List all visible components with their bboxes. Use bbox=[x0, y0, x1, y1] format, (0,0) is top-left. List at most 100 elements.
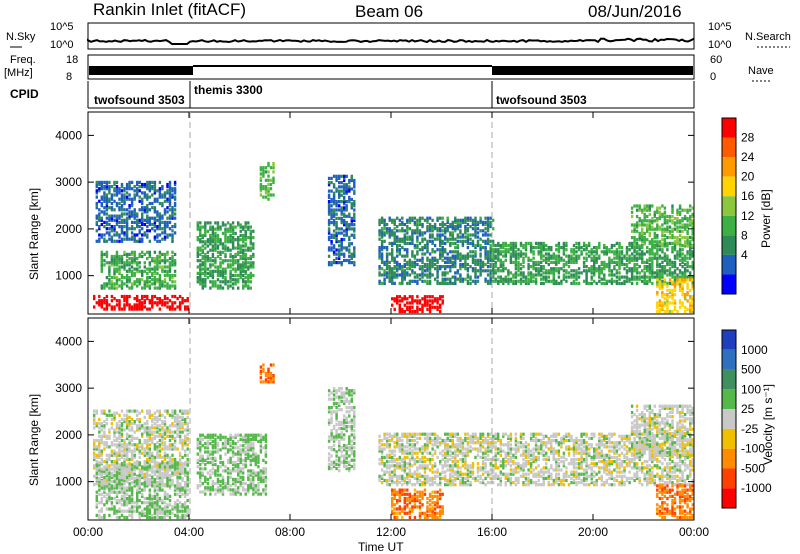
heatmap-cell bbox=[171, 422, 174, 426]
heatmap-cell bbox=[136, 461, 139, 465]
heatmap-cell bbox=[98, 468, 101, 472]
heatmap-cell bbox=[136, 222, 139, 227]
heatmap-cell bbox=[656, 278, 659, 282]
cpid-segment-3: twofsound 3503 bbox=[496, 93, 587, 107]
heatmap-cell bbox=[557, 258, 561, 262]
heatmap-cell bbox=[118, 220, 121, 224]
heatmap-cell bbox=[330, 197, 333, 202]
heatmap-cell bbox=[540, 250, 543, 254]
heatmap-cell bbox=[537, 269, 540, 273]
heatmap-cell bbox=[653, 240, 656, 244]
heatmap-cell bbox=[249, 240, 252, 244]
heatmap-cell bbox=[555, 258, 558, 262]
heatmap-cell bbox=[249, 280, 252, 284]
heatmap-cell bbox=[658, 248, 662, 252]
heatmap-cell bbox=[130, 282, 134, 286]
heatmap-cell bbox=[226, 227, 230, 231]
heatmap-cell bbox=[130, 257, 134, 261]
heatmap-cell bbox=[216, 233, 220, 238]
heatmap-cell bbox=[133, 267, 136, 271]
heatmap-cell bbox=[466, 267, 470, 271]
heatmap-cell bbox=[552, 260, 555, 264]
heatmap-cell bbox=[449, 250, 452, 254]
heatmap-cell bbox=[527, 277, 530, 281]
heatmap-cell bbox=[476, 222, 480, 227]
heatmap-cell bbox=[108, 471, 111, 475]
heatmap-cell bbox=[138, 445, 141, 449]
heatmap-cell bbox=[504, 254, 507, 258]
heatmap-cell bbox=[158, 201, 162, 206]
heatmap-cell bbox=[158, 299, 162, 303]
heatmap-cell bbox=[181, 430, 184, 434]
heatmap-cell bbox=[133, 501, 136, 505]
heatmap-cell bbox=[439, 297, 442, 301]
heatmap-cell bbox=[115, 480, 119, 484]
heatmap-cell bbox=[653, 246, 656, 250]
heatmap-cell bbox=[431, 229, 434, 233]
heatmap-cell bbox=[196, 259, 199, 263]
heatmap-cell bbox=[252, 229, 255, 233]
heatmap-cell bbox=[128, 227, 131, 231]
heatmap-cell bbox=[464, 267, 467, 271]
heatmap-cell bbox=[643, 236, 646, 240]
heatmap-cell bbox=[100, 269, 103, 273]
heatmap-cell bbox=[133, 214, 136, 218]
heatmap-cell bbox=[204, 265, 207, 269]
heatmap-cell bbox=[537, 246, 540, 250]
heatmap-cell bbox=[156, 280, 159, 284]
heatmap-cell bbox=[138, 411, 141, 415]
heatmap-cell bbox=[555, 248, 558, 252]
heatmap-cell bbox=[196, 248, 199, 252]
heatmap-cell bbox=[98, 501, 101, 505]
heatmap-cell bbox=[673, 223, 677, 227]
heatmap-cell bbox=[512, 273, 515, 277]
heatmap-cell bbox=[335, 176, 338, 180]
heatmap-cell bbox=[130, 513, 134, 517]
heatmap-cell bbox=[113, 199, 116, 203]
heatmap-cell bbox=[547, 254, 550, 258]
heatmap-cell bbox=[173, 197, 177, 201]
heatmap-cell bbox=[128, 276, 131, 280]
heatmap-cell bbox=[151, 305, 154, 309]
heatmap-cell bbox=[330, 214, 333, 218]
heatmap-cell bbox=[686, 286, 689, 290]
heatmap-cell bbox=[497, 258, 500, 262]
heatmap-cell bbox=[143, 472, 146, 476]
heatmap-cell bbox=[378, 218, 381, 222]
heatmap-cell bbox=[418, 248, 422, 252]
heatmap-cell bbox=[161, 441, 164, 445]
heatmap-cell bbox=[648, 212, 651, 216]
heatmap-cell bbox=[171, 212, 174, 216]
heatmap-cell bbox=[161, 474, 164, 478]
heatmap-cell bbox=[406, 281, 409, 285]
heatmap-cell bbox=[638, 238, 641, 242]
heatmap-cell bbox=[168, 438, 172, 443]
heatmap-cell bbox=[353, 191, 356, 195]
heatmap-cell bbox=[130, 210, 134, 214]
heatmap-cell bbox=[689, 236, 692, 240]
heatmap-cell bbox=[204, 227, 207, 231]
heatmap-cell bbox=[608, 258, 611, 262]
heatmap-cell bbox=[350, 178, 353, 183]
heatmap-cell bbox=[620, 256, 624, 260]
heatmap-cell bbox=[158, 265, 162, 269]
heatmap-cell bbox=[343, 208, 346, 212]
heatmap-cell bbox=[108, 499, 111, 503]
heatmap-cell bbox=[383, 220, 386, 224]
heatmap-cell bbox=[398, 243, 401, 248]
heatmap-cell bbox=[100, 233, 103, 237]
heatmap-cell bbox=[115, 465, 119, 469]
y-tick-label: 1000 bbox=[55, 269, 82, 283]
heatmap-cell bbox=[378, 248, 381, 252]
heatmap-cell bbox=[130, 501, 134, 505]
heatmap-cell bbox=[378, 273, 381, 277]
heatmap-cell bbox=[153, 267, 157, 271]
heatmap-cell bbox=[113, 449, 116, 453]
heatmap-cell bbox=[403, 235, 406, 239]
heatmap-cell bbox=[136, 297, 139, 301]
heatmap-cell bbox=[224, 244, 227, 248]
heatmap-cell bbox=[247, 257, 250, 261]
heatmap-cell bbox=[158, 411, 162, 415]
heatmap-cell bbox=[418, 301, 422, 305]
heatmap-cell bbox=[133, 254, 136, 259]
